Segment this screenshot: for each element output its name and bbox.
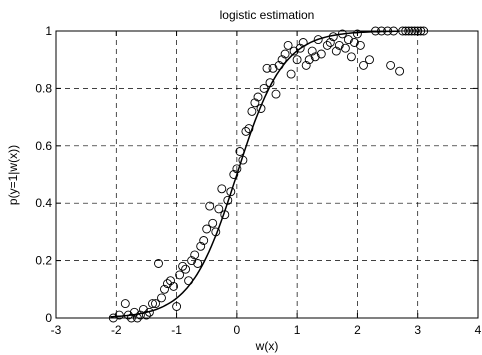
x-tick-label: 4 [475, 323, 482, 337]
data-point [250, 98, 260, 108]
data-point [129, 307, 139, 317]
data-point [135, 310, 145, 320]
x-axis-label: w(x) [255, 339, 279, 353]
data-point [395, 66, 405, 76]
data-point [214, 204, 224, 214]
data-point [407, 26, 417, 36]
data-point [280, 49, 290, 59]
data-point [292, 55, 302, 65]
data-point [253, 92, 263, 102]
data-point [304, 55, 314, 65]
data-point [355, 40, 365, 50]
data-point [295, 43, 305, 53]
data-point [416, 26, 426, 36]
data-point [196, 241, 206, 251]
y-tick-label: 1 [45, 24, 52, 38]
data-point [316, 49, 326, 59]
data-point [289, 46, 299, 56]
data-point [190, 250, 200, 260]
chart-title: logistic estimation [220, 8, 315, 22]
data-point [271, 89, 281, 99]
y-tick-label: 0.4 [35, 196, 52, 210]
data-point [208, 218, 218, 228]
data-point [193, 259, 203, 268]
data-point [247, 106, 257, 116]
data-point [262, 63, 272, 73]
data-point [217, 184, 227, 194]
data-point [386, 60, 396, 70]
x-tick-label: 2 [354, 323, 361, 337]
data-point [307, 46, 317, 56]
data-point [181, 264, 191, 274]
data-point [410, 26, 420, 36]
data-point [202, 224, 212, 234]
x-tick-label: -1 [171, 323, 182, 337]
x-tick-label: 1 [294, 323, 301, 337]
data-point [268, 63, 278, 73]
data-point [151, 299, 160, 309]
data-point [154, 259, 163, 268]
data-point [120, 299, 130, 309]
x-tick-label: -2 [111, 323, 122, 337]
data-point [199, 236, 209, 245]
y-tick-label: 0.2 [35, 254, 52, 268]
data-point [172, 302, 182, 311]
x-tick-label: 3 [414, 323, 421, 337]
data-point [108, 313, 118, 323]
y-axis-label: p(y=1|w(x)) [6, 145, 20, 205]
data-point [141, 310, 151, 320]
y-tick-label: 0.8 [35, 81, 52, 95]
data-point [126, 313, 136, 323]
x-tick-label: 0 [234, 323, 241, 337]
data-point [157, 293, 166, 303]
plot-frame [55, 30, 479, 319]
data-point [419, 26, 429, 36]
data-point [166, 276, 175, 286]
data-point [365, 55, 374, 65]
data-point [334, 40, 344, 50]
logistic-fit-curve [110, 30, 400, 318]
y-tick-label: 0.6 [35, 139, 52, 153]
data-point [175, 270, 185, 280]
data-point [277, 55, 287, 65]
data-point [404, 26, 414, 36]
data-points [108, 26, 429, 323]
data-point [310, 52, 320, 62]
data-point [340, 43, 350, 53]
data-point [160, 284, 169, 294]
data-point [401, 26, 411, 36]
data-point [349, 38, 359, 47]
data-point [241, 126, 251, 136]
axis-ticks: -3 -2 -1 0 1 2 3 4 0 0.2 0.4 0.6 0.8 1 [35, 24, 481, 337]
data-point [313, 35, 323, 45]
data-point [205, 201, 215, 211]
data-point [226, 187, 236, 197]
data-point [286, 69, 296, 79]
data-point [301, 60, 311, 70]
data-point [259, 83, 269, 93]
data-point [178, 261, 188, 271]
data-point [352, 29, 362, 39]
data-point [413, 26, 423, 36]
data-point [322, 40, 332, 50]
data-point [114, 310, 124, 320]
data-point [343, 35, 353, 45]
y-tick-label: 0 [45, 311, 52, 325]
data-point [229, 170, 239, 179]
data-point [187, 256, 197, 266]
data-point [325, 38, 335, 47]
data-point [163, 279, 172, 289]
data-point [169, 281, 179, 291]
grid-lines [56, 31, 478, 318]
data-point [346, 52, 356, 62]
data-point [359, 60, 368, 70]
data-point [331, 46, 341, 56]
data-point [283, 40, 293, 50]
data-point [148, 299, 157, 309]
x-tick-label: -3 [51, 323, 62, 337]
